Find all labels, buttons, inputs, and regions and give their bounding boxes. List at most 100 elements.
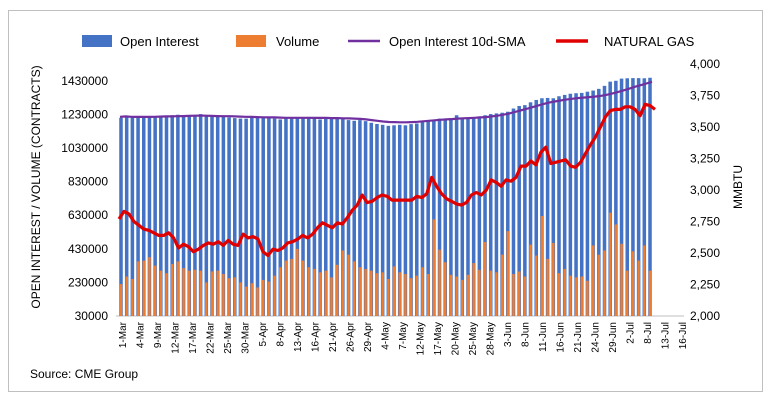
legend-label: Volume — [276, 34, 319, 49]
open-interest-bar — [324, 118, 328, 316]
x-tick-label: 7-May — [398, 322, 409, 350]
volume-bar — [256, 287, 259, 316]
open-interest-bar — [147, 116, 152, 316]
volume-bar — [569, 275, 572, 316]
volume-bar — [529, 244, 532, 316]
volume-bar — [284, 260, 288, 316]
y-right-tick-label: 2,500 — [690, 246, 720, 260]
open-interest-bar — [471, 117, 476, 316]
volume-bar — [142, 260, 145, 316]
volume-bar — [597, 254, 601, 316]
legend-swatch — [236, 35, 266, 47]
volume-bar — [199, 270, 202, 316]
volume-bar — [591, 245, 595, 316]
volume-bar — [381, 272, 384, 316]
x-tick-label: 13-Apr — [293, 321, 304, 352]
y-right-tick-label: 3,000 — [690, 183, 720, 197]
volume-bar — [392, 266, 396, 316]
volume-bar — [244, 286, 248, 316]
open-interest-bar — [437, 118, 442, 316]
volume-bar — [620, 243, 623, 316]
volume-bar — [455, 276, 458, 316]
x-tick-label: 12-Mar — [171, 321, 182, 353]
y-left-tick-label: 830000 — [68, 175, 108, 189]
x-tick-label: 3-Jun — [503, 322, 514, 347]
open-interest-bar — [250, 117, 254, 316]
open-interest-bar — [272, 118, 277, 316]
open-interest-bar — [415, 123, 419, 316]
open-interest-bar — [181, 115, 186, 316]
volume-bar — [426, 274, 430, 316]
open-interest-bar — [562, 94, 567, 316]
x-tick-label: 25-Mar — [223, 321, 234, 353]
volume-bar — [438, 249, 441, 316]
volume-bar — [210, 271, 214, 316]
volume-bar — [335, 264, 339, 316]
volume-bar — [159, 270, 163, 316]
open-interest-bar — [380, 124, 385, 316]
open-interest-bar — [625, 78, 630, 316]
x-tick-label: 8-Jul — [643, 322, 654, 344]
y-right-tick-label: 3,250 — [690, 152, 720, 166]
open-interest-bar — [579, 92, 584, 317]
open-interest-bar — [477, 116, 482, 316]
volume-bar — [352, 261, 356, 316]
volume-bar — [648, 270, 652, 316]
x-tick-label: 29-Apr — [363, 321, 374, 352]
open-interest-bar — [642, 78, 647, 316]
open-interest-bar — [221, 116, 226, 316]
legend-label: Open Interest — [120, 34, 199, 49]
volume-bar — [324, 270, 328, 316]
open-interest-bar — [159, 116, 163, 316]
volume-bar — [489, 270, 492, 316]
volume-bar — [540, 216, 544, 316]
open-interest-bar — [318, 119, 322, 316]
open-interest-bar — [619, 78, 624, 316]
volume-bar — [205, 282, 208, 316]
y-left-tick-label: 1030000 — [61, 141, 108, 155]
open-interest-bar — [141, 117, 146, 316]
volume-bar — [478, 269, 481, 316]
open-interest-bar — [432, 119, 436, 316]
open-interest-bar — [289, 118, 294, 316]
y-right-tick-label: 3,750 — [690, 89, 720, 103]
x-tick-label: 9-Mar — [153, 321, 164, 348]
volume-bar — [239, 282, 242, 316]
y-right-tick-label: 2,000 — [690, 309, 720, 323]
x-tick-label: 20-May — [451, 322, 462, 355]
volume-bar — [557, 273, 561, 316]
open-interest-bar — [483, 115, 487, 317]
open-interest-bar — [557, 96, 561, 316]
chart-frame — [8, 10, 763, 392]
volume-bar — [170, 263, 174, 316]
open-interest-bar — [648, 77, 652, 316]
volume-bar — [523, 276, 527, 316]
volume-bar — [398, 272, 401, 316]
open-interest-bar — [153, 116, 157, 316]
open-interest-bar — [363, 121, 368, 317]
open-interest-bar — [534, 99, 538, 317]
volume-bar — [517, 271, 521, 316]
open-interest-bar — [545, 97, 550, 316]
volume-bar — [387, 279, 390, 316]
open-interest-bar — [585, 91, 590, 316]
open-interest-bar — [164, 116, 169, 316]
open-interest-bar — [608, 81, 612, 316]
volume-bar — [182, 268, 185, 316]
legend-label: Open Interest 10d-SMA — [389, 34, 526, 49]
volume-bar — [250, 283, 254, 316]
y-axis-right-ticks: 4,000 3,750 3,500 3,250 3,000 2,750 2,500 2,250… — [690, 57, 720, 323]
volume-bar — [188, 270, 191, 316]
volume-bar — [466, 274, 470, 316]
volume-bar — [449, 274, 453, 316]
open-interest-bar — [358, 120, 362, 316]
open-interest-bar — [409, 124, 413, 316]
volume-bar — [432, 219, 436, 316]
y-right-tick-label: 3,500 — [690, 120, 720, 134]
x-tick-label: 12-May — [416, 322, 427, 355]
x-tick-label: 1-Mar — [118, 321, 129, 348]
open-interest-bar — [528, 102, 533, 316]
open-interest-bar — [170, 115, 174, 317]
open-interest-bar — [335, 117, 339, 316]
volume-bar — [153, 265, 157, 316]
